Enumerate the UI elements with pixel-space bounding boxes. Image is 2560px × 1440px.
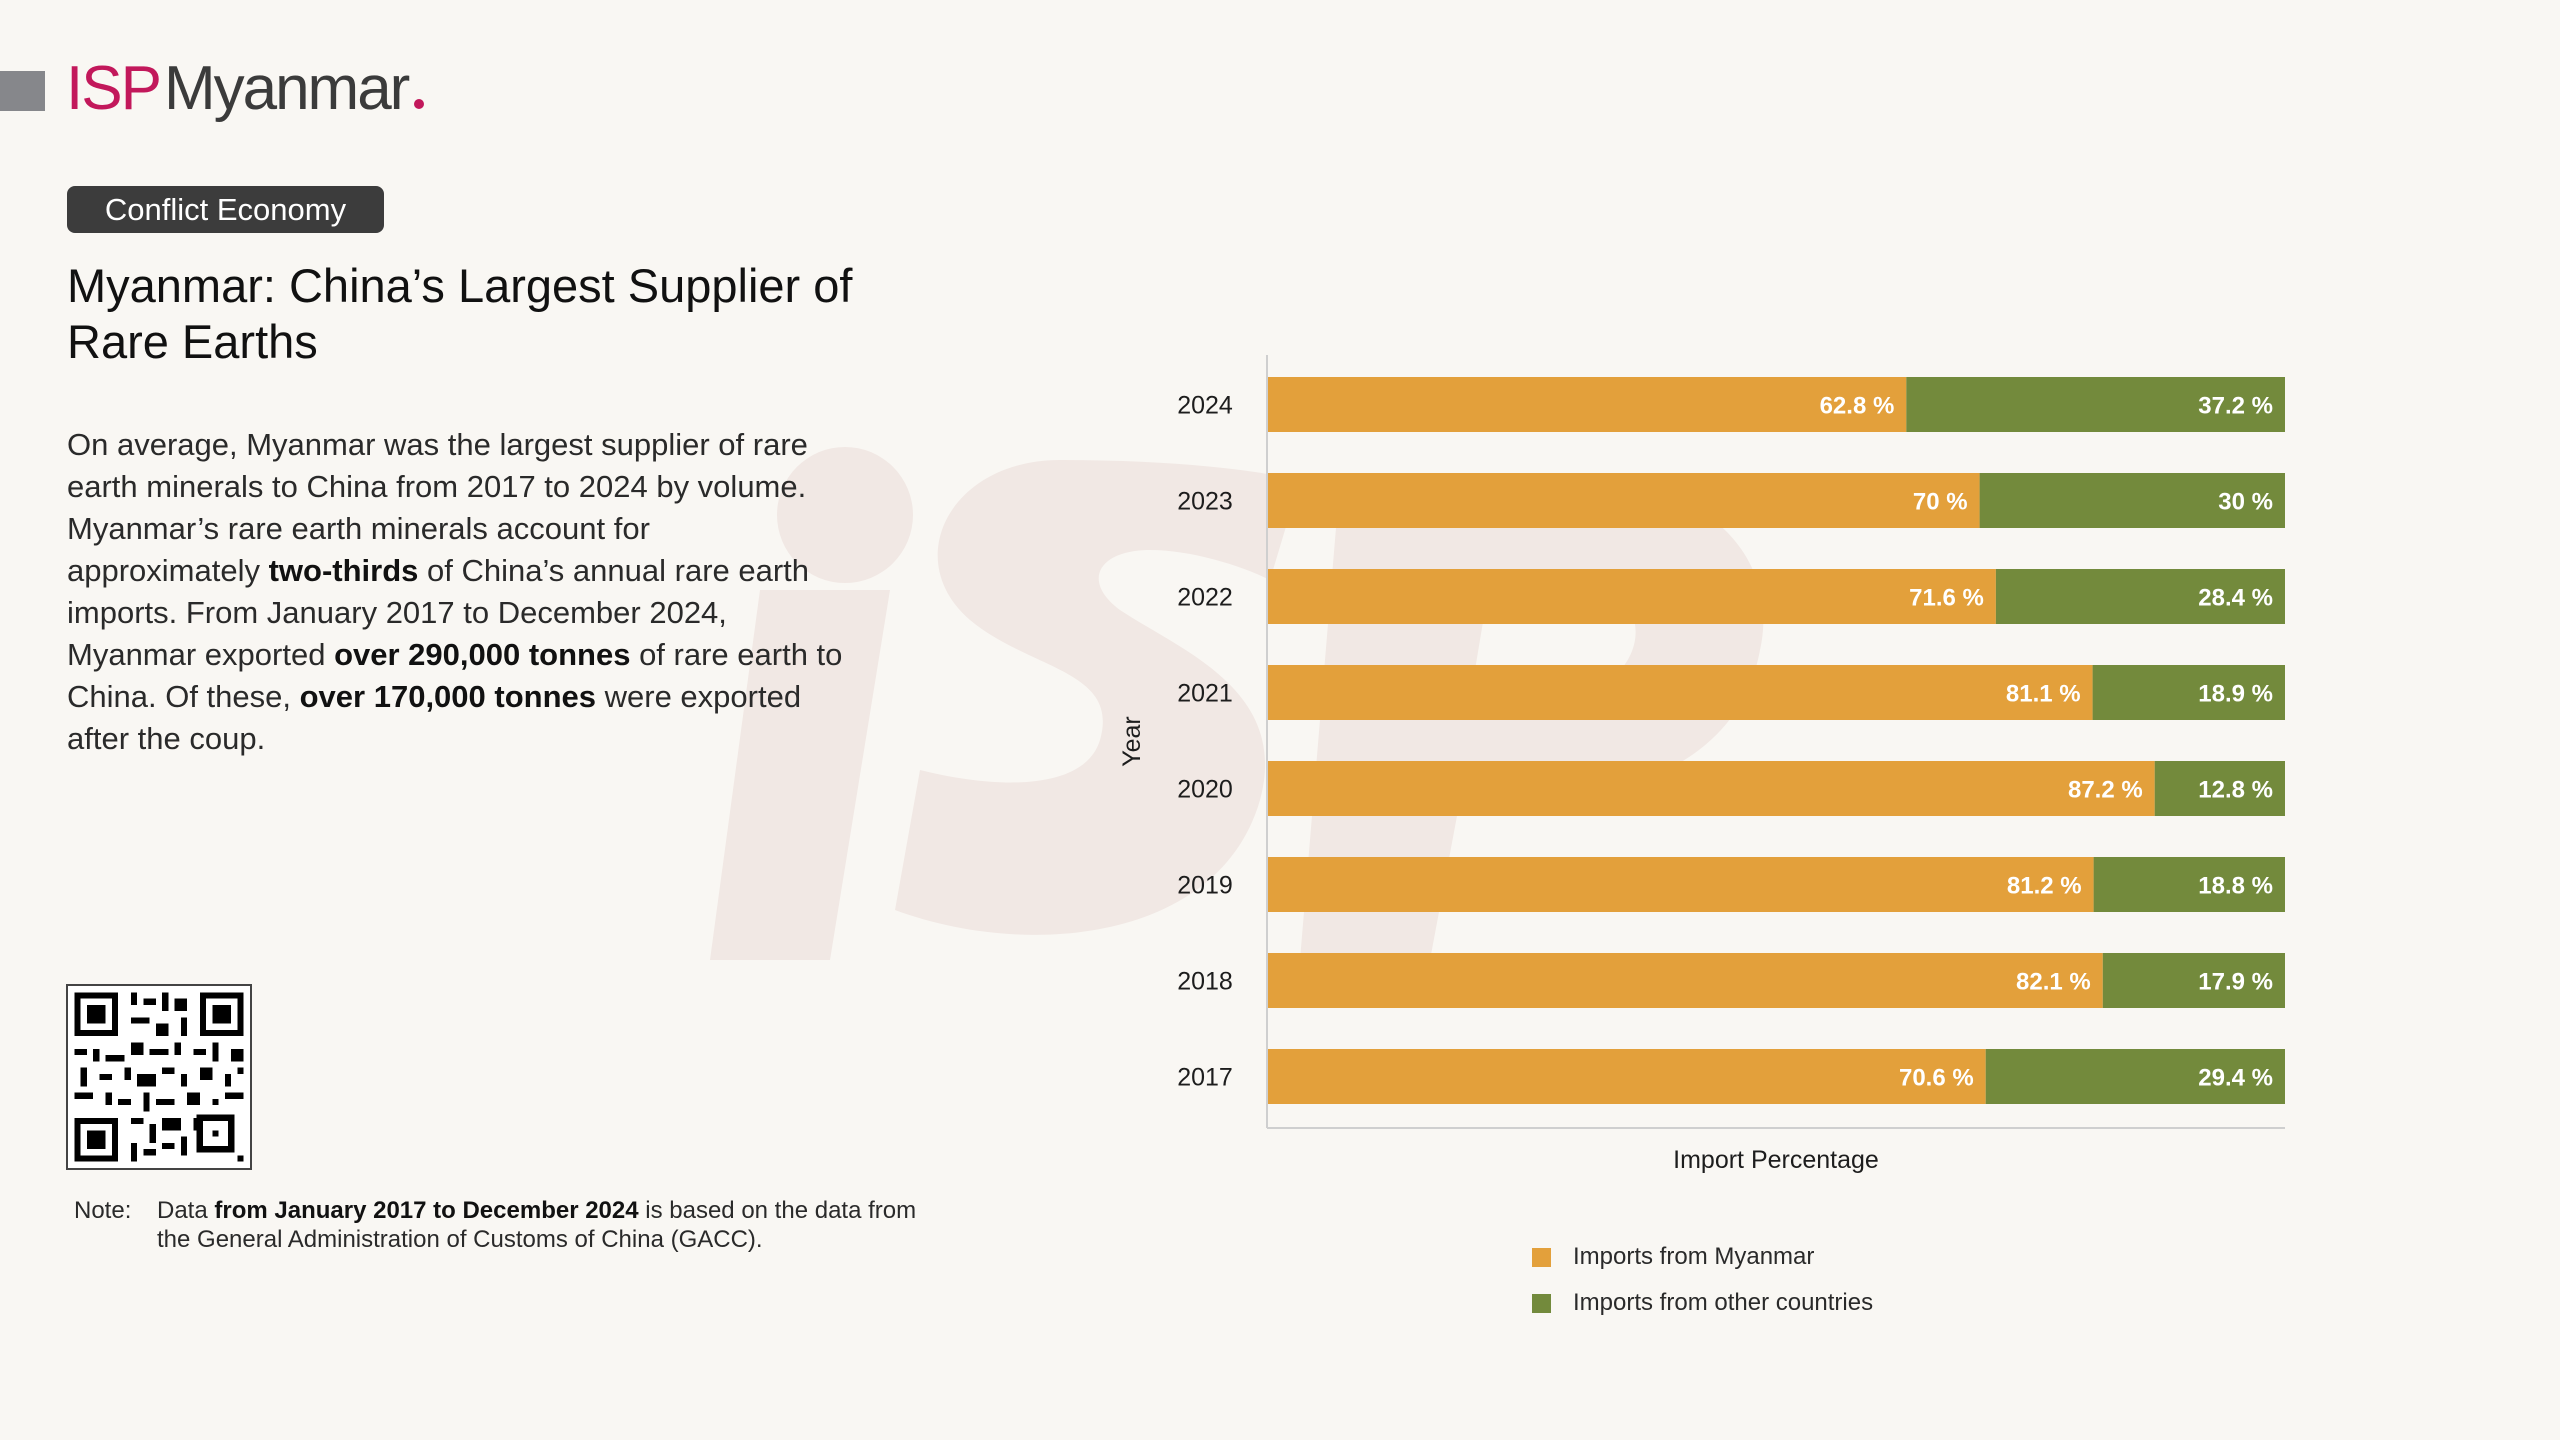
data-label-other: 28.4 % <box>2198 585 2273 612</box>
data-label-other: 18.9 % <box>2198 681 2273 708</box>
bar-myanmar <box>1267 953 2103 1008</box>
footnote: Note: Data from January 2017 to December… <box>74 1196 934 1254</box>
bar-other <box>2093 857 2285 912</box>
note-label: Note: <box>74 1197 132 1224</box>
category-tag: Conflict Economy <box>67 186 384 233</box>
qr-code-icon[interactable] <box>66 984 252 1170</box>
header-accent-block <box>0 71 45 111</box>
bar-myanmar <box>1267 761 2155 816</box>
x-axis-title: Import Percentage <box>1673 1146 1879 1174</box>
y-tick-label: 2017 <box>1177 1064 1233 1092</box>
legend-label-other: Imports from other countries <box>1573 1289 1874 1316</box>
bar-other <box>2154 761 2285 816</box>
description-text: On average, Myanmar was the largest supp… <box>67 427 843 756</box>
data-label-myanmar: 81.2 % <box>2007 873 2082 900</box>
data-label-myanmar: 70.6 % <box>1899 1065 1974 1092</box>
data-label-myanmar: 87.2 % <box>2068 777 2143 804</box>
y-tick-label: 2023 <box>1177 488 1233 516</box>
y-tick-label: 2021 <box>1177 680 1233 708</box>
bar-myanmar <box>1267 473 1980 528</box>
data-label-myanmar: 82.1 % <box>2016 969 2091 996</box>
data-label-other: 30 % <box>2218 489 2273 516</box>
legend-swatch-myanmar <box>1532 1247 1551 1267</box>
bar-other <box>2092 665 2285 720</box>
data-label-myanmar: 70 % <box>1913 489 1968 516</box>
data-label-myanmar: 71.6 % <box>1909 585 1984 612</box>
chart-legend: Imports from Myanmar Imports from other … <box>1532 1234 1873 1326</box>
data-label-myanmar: 62.8 % <box>1820 393 1895 420</box>
y-tick-label: 2019 <box>1177 872 1233 900</box>
bar-other <box>1995 569 2285 624</box>
legend-label-myanmar: Imports from Myanmar <box>1573 1243 1815 1270</box>
data-label-other: 12.8 % <box>2198 777 2273 804</box>
y-tick-label: 2024 <box>1177 392 1233 420</box>
y-axis-title: Year <box>1118 716 1146 767</box>
bar-other <box>1979 473 2285 528</box>
bar-other <box>1985 1049 2285 1104</box>
bar-myanmar <box>1267 665 2093 720</box>
bar-other <box>2102 953 2285 1008</box>
bar-myanmar <box>1267 857 2094 912</box>
legend-swatch-other <box>1532 1293 1551 1313</box>
data-label-other: 18.8 % <box>2198 873 2273 900</box>
bar-myanmar <box>1267 569 1996 624</box>
y-tick-label: 2018 <box>1177 968 1233 996</box>
bar-other <box>1906 377 2285 432</box>
bar-myanmar <box>1267 1049 1986 1104</box>
data-label-other: 29.4 % <box>2198 1065 2273 1092</box>
bar-myanmar <box>1267 377 1907 432</box>
page-title: Myanmar: China’s Largest Supplier of Rar… <box>67 259 853 368</box>
isp-myanmar-logo: ISPMyanmar <box>66 58 425 120</box>
legend-item-other: Imports from other countries <box>1532 1280 1873 1326</box>
data-label-other: 17.9 % <box>2198 969 2273 996</box>
data-label-myanmar: 81.1 % <box>2006 681 2081 708</box>
y-tick-label: 2020 <box>1177 776 1233 804</box>
note-text: Data from January 2017 to December 2024 … <box>157 1197 917 1253</box>
legend-item-myanmar: Imports from Myanmar <box>1532 1234 1873 1280</box>
y-tick-label: 2022 <box>1177 584 1233 612</box>
data-label-other: 37.2 % <box>2198 393 2273 420</box>
